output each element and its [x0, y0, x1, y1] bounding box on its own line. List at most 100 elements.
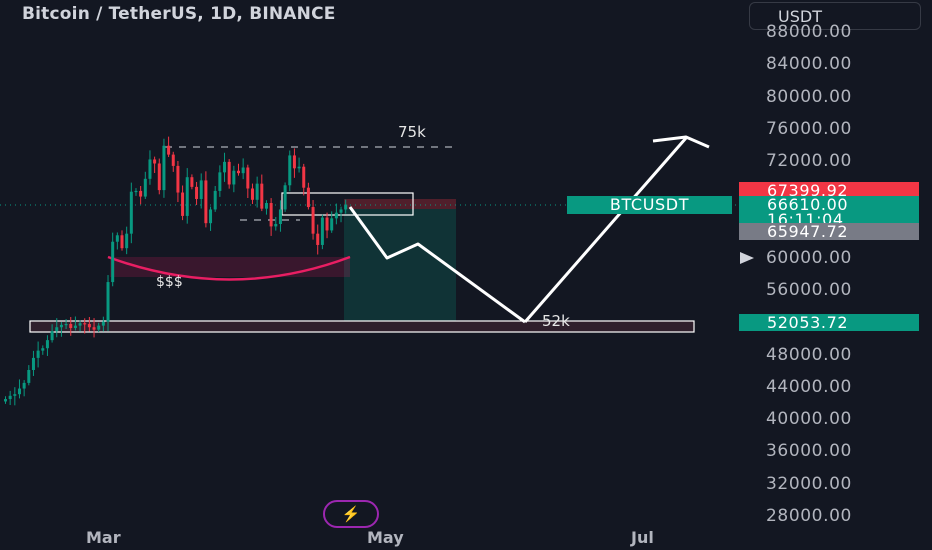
- candle-body: [339, 209, 343, 213]
- bid-price-label: 65947.72: [739, 223, 919, 240]
- candle-body: [297, 166, 301, 169]
- candle-body: [4, 399, 7, 402]
- y-tick-label: 44000.00: [766, 376, 852, 397]
- candle-body: [241, 167, 245, 174]
- candle-body: [27, 369, 31, 383]
- candle-body: [209, 209, 213, 224]
- x-tick-label: May: [367, 528, 404, 547]
- support-annotation: 52k: [542, 312, 570, 330]
- candles-group: [4, 136, 348, 406]
- candle-body: [288, 155, 292, 186]
- candle-body: [83, 323, 87, 325]
- y-tick-label: 80000.00: [766, 86, 852, 107]
- candle-body: [330, 218, 334, 231]
- y-tick-label: 36000.00: [766, 441, 852, 462]
- candle-body: [22, 382, 26, 389]
- triangle-right-icon: [740, 252, 754, 264]
- candle-body: [41, 348, 45, 351]
- candle-body: [204, 180, 208, 224]
- y-tick-label: 72000.00: [766, 151, 852, 172]
- candle-body: [157, 163, 161, 191]
- candle-body: [55, 327, 59, 332]
- projection-arrowhead: [652, 135, 710, 149]
- candle-body: [264, 203, 268, 209]
- target-annotation: 75k: [398, 123, 426, 141]
- y-tick-label: 40000.00: [766, 409, 852, 430]
- candle-body: [17, 388, 21, 395]
- candle-body: [153, 159, 157, 164]
- candle-body: [311, 207, 315, 234]
- candle-body: [59, 324, 63, 328]
- candle-body: [344, 204, 348, 210]
- candle-body: [232, 170, 236, 185]
- candle-body: [181, 192, 185, 216]
- candle-body: [227, 161, 231, 185]
- candle-body: [320, 217, 324, 245]
- candle-body: [45, 340, 49, 349]
- candle-body: [218, 172, 222, 191]
- candle-body: [13, 394, 17, 396]
- short-position-profit-zone: [344, 209, 456, 321]
- candle-body: [101, 321, 105, 326]
- candle-body: [213, 190, 217, 210]
- candle-body: [73, 325, 77, 329]
- candle-body: [31, 357, 35, 370]
- supply-box: [281, 192, 414, 216]
- candle-body: [87, 324, 91, 328]
- candle-body: [223, 161, 227, 173]
- candle-body: [190, 177, 194, 187]
- support-box: [29, 320, 695, 333]
- candle-body: [278, 209, 282, 224]
- y-tick-label: 28000.00: [766, 506, 852, 526]
- candle-body: [106, 282, 110, 322]
- candle-body: [274, 223, 278, 227]
- liquidity-annotation: $$$: [156, 274, 183, 290]
- y-tick-label: 32000.00: [766, 473, 852, 494]
- currency-button[interactable]: USDT: [749, 2, 921, 30]
- last-price-label: 66610.00: [739, 196, 919, 213]
- candle-body: [171, 154, 175, 166]
- y-tick-label: 60000.00: [766, 247, 852, 268]
- y-tick-label: 56000.00: [766, 280, 852, 301]
- candle-body: [148, 159, 152, 179]
- candle-body: [115, 235, 119, 242]
- y-tick-label: 48000.00: [766, 344, 852, 365]
- candle-body: [246, 167, 250, 189]
- candle-body: [306, 187, 310, 208]
- candle-body: [69, 324, 73, 329]
- candle-body: [111, 241, 115, 283]
- candle-body: [283, 185, 287, 210]
- liquidity-zone: [110, 257, 350, 277]
- candle-body: [134, 190, 138, 193]
- candle-body: [97, 325, 101, 330]
- candle-body: [334, 212, 338, 219]
- candle-body: [185, 177, 189, 216]
- candle-body: [302, 166, 306, 188]
- candle-body: [250, 188, 254, 200]
- y-tick-label: 88000.00: [766, 22, 852, 42]
- candle-body: [36, 350, 40, 358]
- liquidity-curve: [107, 255, 351, 281]
- projection-group: [348, 135, 710, 324]
- candle-body: [199, 180, 203, 199]
- support-price-label: 52053.72: [739, 314, 919, 331]
- candle-body: [269, 203, 273, 227]
- ticker-tag: BTCUSDT: [567, 196, 732, 214]
- candle-body: [120, 235, 124, 249]
- x-tick-label: Jul: [631, 528, 654, 547]
- candle-body: [176, 165, 180, 193]
- candle-body: [139, 190, 143, 197]
- candle-body: [260, 183, 264, 209]
- candle-body: [255, 183, 259, 200]
- y-tick-label: 84000.00: [766, 54, 852, 75]
- chart-zones: [0, 146, 740, 333]
- candle-body: [162, 145, 166, 191]
- ask-price-label: 67399.92: [739, 182, 919, 199]
- lightning-bolt-icon[interactable]: ⚡: [323, 500, 379, 528]
- candle-body: [8, 395, 12, 400]
- chart-title: Bitcoin / TetherUS, 1D, BINANCE: [22, 4, 336, 24]
- y-tick-label: 76000.00: [766, 118, 852, 139]
- candle-body: [325, 217, 329, 231]
- projection-path-down: [348, 206, 526, 324]
